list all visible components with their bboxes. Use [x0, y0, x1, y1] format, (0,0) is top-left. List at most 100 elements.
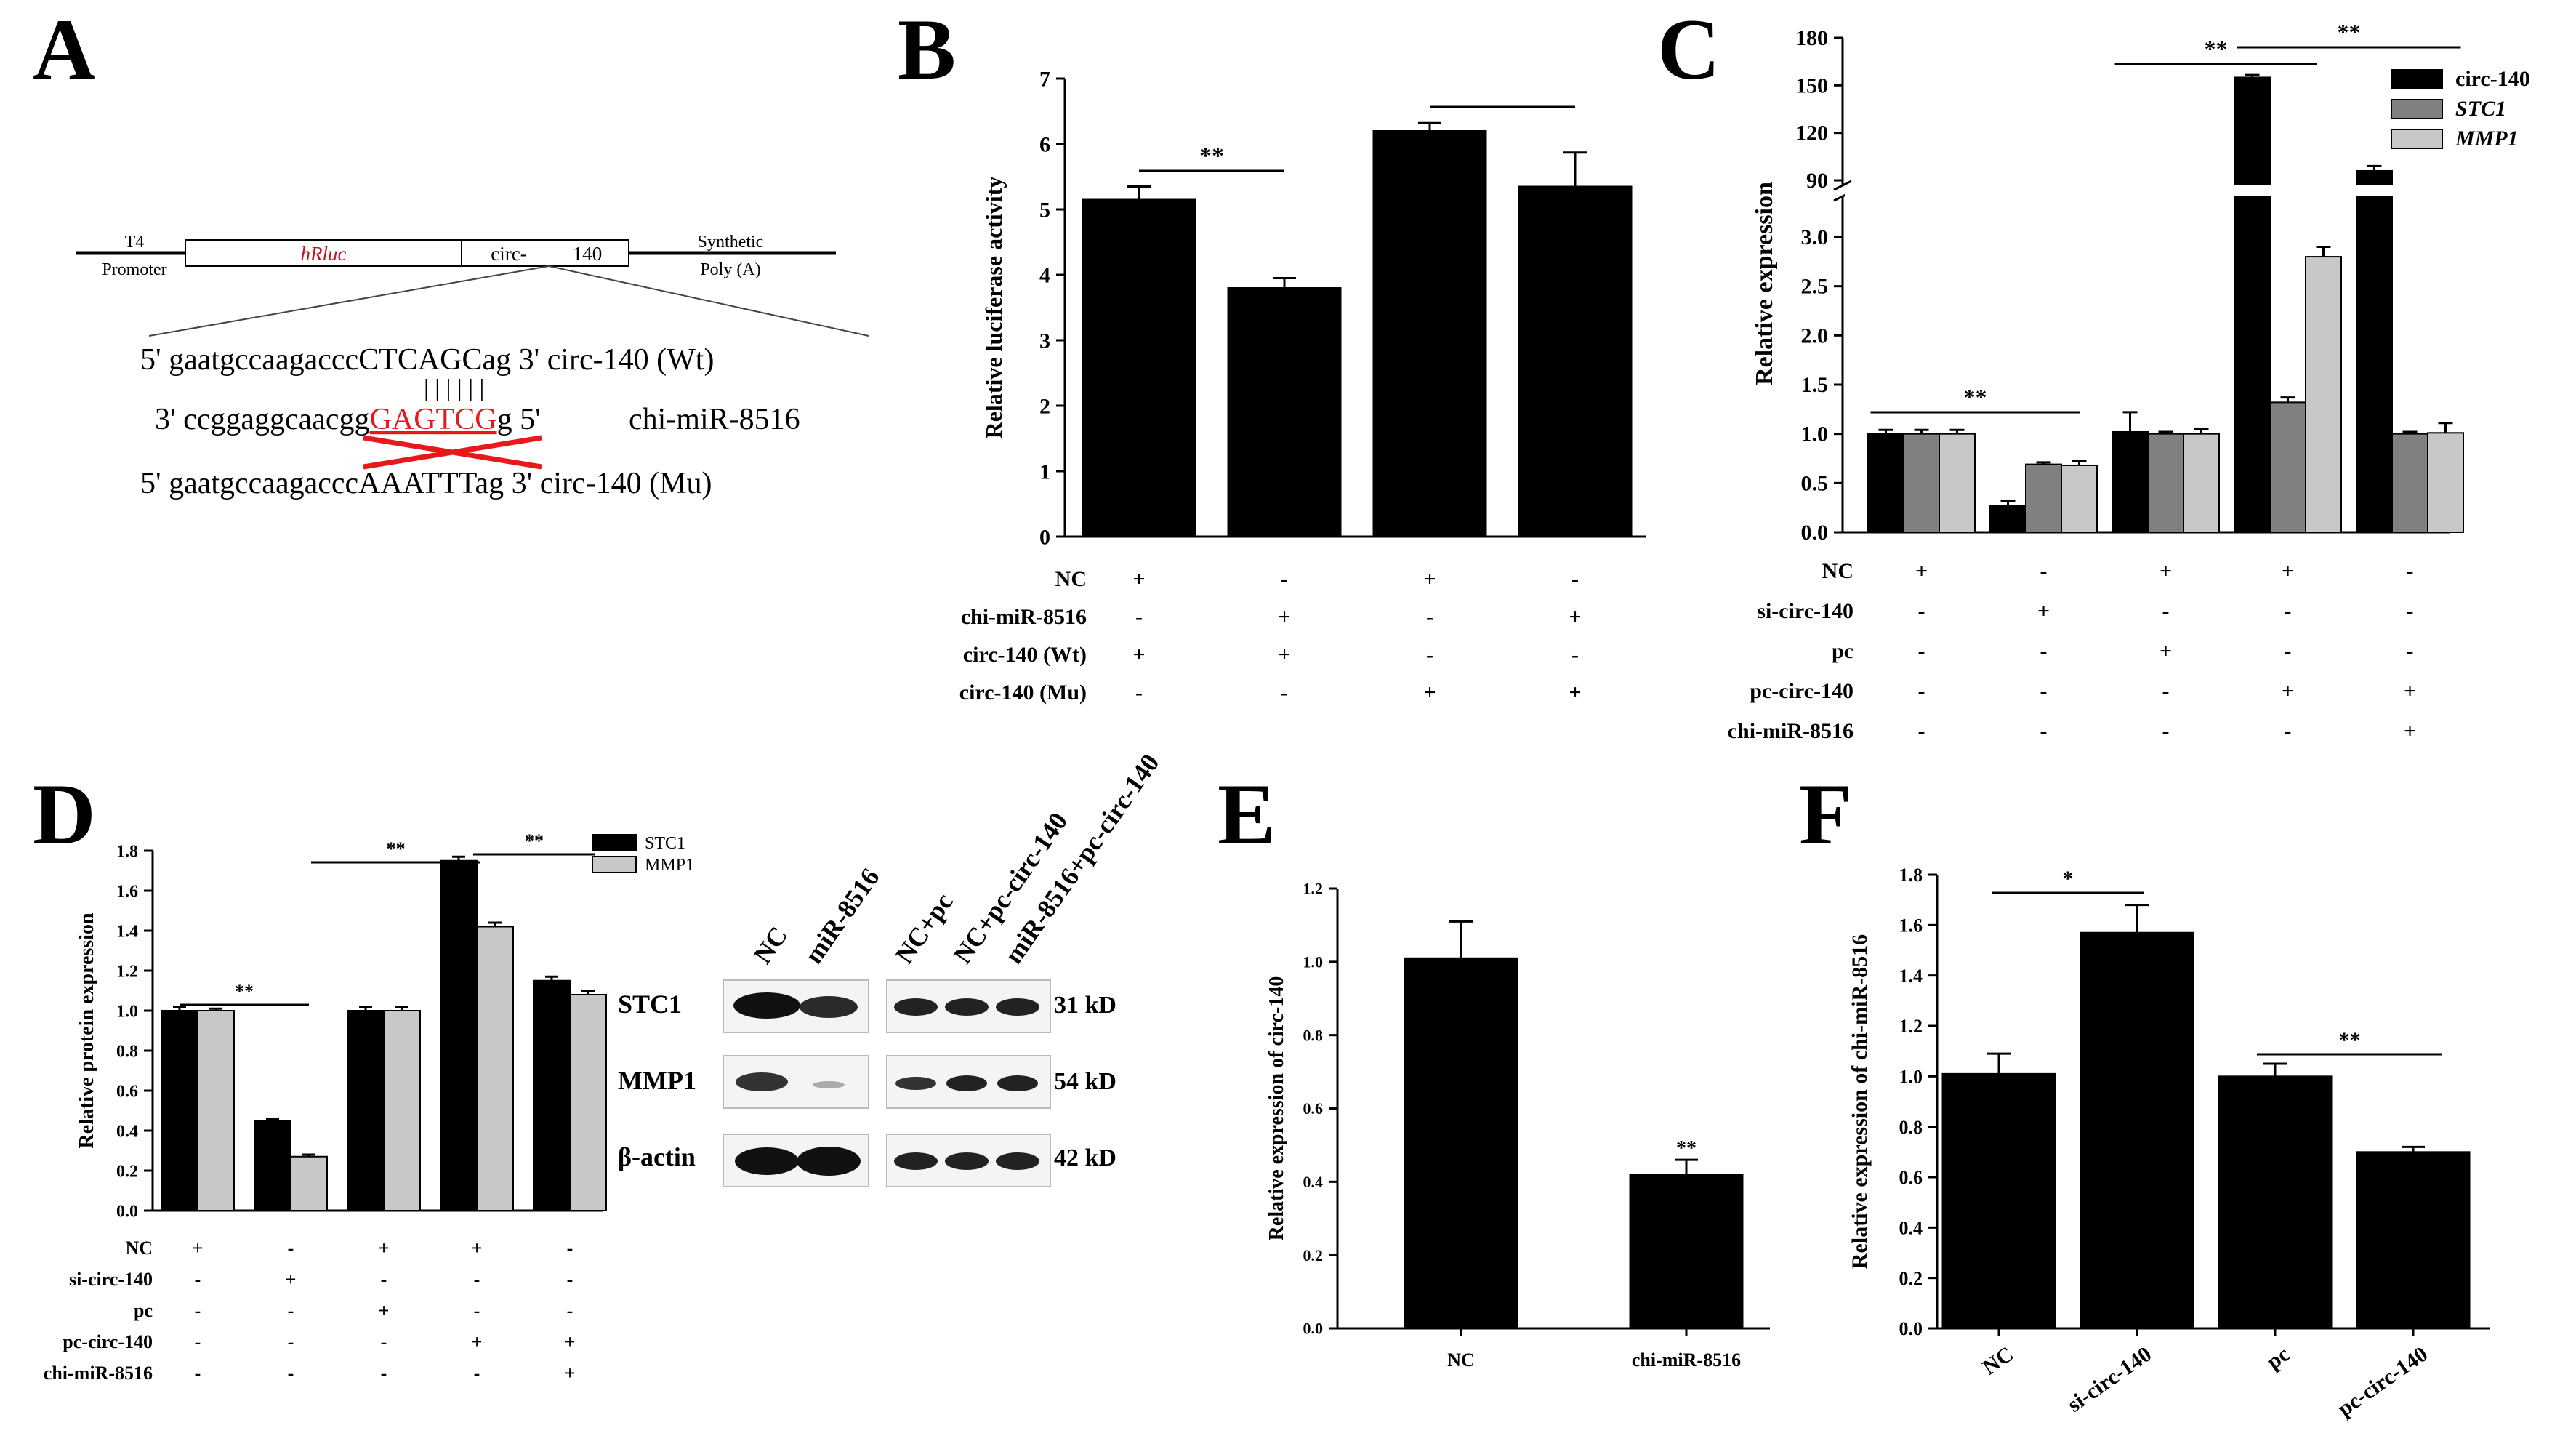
blot-band	[735, 1147, 799, 1175]
condition-mark: +	[193, 1238, 204, 1259]
condition-row-label: si-circ-140	[69, 1269, 153, 1290]
x-tick-label: NC	[1979, 1342, 2018, 1380]
y-tick-label: 0.6	[1899, 1167, 1923, 1188]
blot-protein-stc1: STC1	[618, 990, 682, 1019]
condition-mark: +	[1569, 681, 1581, 705]
hrluc-label: hRluc	[301, 243, 347, 265]
blot-lane-label-nc: NC	[748, 921, 794, 969]
sequence-mir-prefix: 3' ccggaggcaacgg	[155, 403, 370, 436]
western-blot: NC miR-8516 NC+pc NC+pc-circ-140 miR-851…	[618, 749, 1165, 1187]
panel-letter-d: D	[33, 766, 96, 862]
condition-mark: -	[2407, 639, 2414, 663]
y-tick-label: 1.0	[1801, 422, 1829, 446]
condition-mark: -	[1426, 605, 1433, 629]
bar-circ-140	[2356, 169, 2393, 534]
y-tick-label: 0.0	[1303, 1320, 1324, 1338]
bar-circ-140	[2112, 430, 2149, 534]
condition-mark: -	[1571, 567, 1579, 591]
panel-letter-c: C	[1657, 1, 1720, 97]
condition-mark: +	[286, 1269, 297, 1290]
y-tick-label: 180	[1795, 26, 1828, 50]
sequence-wt: 5' gaatgccaagacccCTCAGCag 3' circ-140 (W…	[140, 343, 714, 377]
significance-label: **	[2205, 36, 2228, 62]
y-tick-label: 0.4	[1303, 1173, 1324, 1191]
blot-band	[945, 998, 989, 1016]
promoter-label-1: T4	[125, 233, 145, 252]
x-tick-label: pc	[2263, 1342, 2295, 1374]
y-tick-label: 0.8	[1303, 1026, 1324, 1044]
condition-mark: +	[2404, 719, 2416, 743]
condition-mark: -	[2285, 639, 2292, 663]
blot-band	[894, 998, 938, 1016]
axis-break-mark	[1833, 180, 1852, 191]
significance-label: **	[525, 830, 544, 851]
legend-swatch	[2391, 129, 2443, 149]
blot-protein-actin: β-actin	[618, 1142, 696, 1171]
condition-mark: -	[381, 1331, 387, 1352]
y-tick-label: 5	[1039, 198, 1050, 222]
y-tick-label: 0.4	[1899, 1217, 1923, 1238]
y-tick-label: 1	[1039, 460, 1050, 484]
bar-mmp1	[2305, 256, 2342, 533]
condition-mark: -	[2407, 599, 2414, 623]
y-tick-label: 1.4	[116, 922, 138, 941]
condition-mark: +	[1423, 567, 1436, 591]
bar-stc1	[2025, 463, 2062, 533]
condition-mark: +	[472, 1238, 483, 1259]
condition-row-label: circ-140 (Wt)	[963, 643, 1087, 667]
blot-band	[895, 1077, 936, 1090]
condition-mark: -	[1918, 719, 1925, 743]
condition-mark: -	[2285, 599, 2292, 623]
chart-c: 0.0 0.5 1.0 1.5 2.0 2.5 3.0 90 120 150 180 Relative…	[1728, 19, 2530, 743]
condition-mark: +	[2404, 679, 2416, 703]
condition-mark: -	[1571, 643, 1579, 667]
condition-mark: -	[2040, 559, 2048, 583]
bar	[1941, 1072, 2056, 1330]
bar-mmp1	[383, 1010, 421, 1211]
y-tick-label: 0.0	[1899, 1318, 1923, 1339]
y-tick-label: 1.0	[1899, 1066, 1923, 1087]
condition-row-label: si-circ-140	[1757, 599, 1853, 623]
bar-stc1	[2147, 433, 2184, 534]
legend-swatch	[2391, 69, 2443, 89]
condition-mark: +	[1278, 605, 1290, 629]
bar	[1227, 287, 1342, 537]
significance-label: *	[2063, 867, 2074, 891]
blot-size-stc1: 31 kD	[1054, 992, 1116, 1019]
y-axis-label: Relative expression	[1751, 182, 1778, 385]
bar-mmp1	[2427, 432, 2464, 534]
y-tick-label: 120	[1795, 121, 1828, 145]
blot-band	[996, 998, 1039, 1016]
condition-mark: +	[1569, 605, 1581, 629]
bar	[1518, 185, 1633, 537]
bar	[1082, 198, 1196, 537]
axis-break-gap	[1845, 185, 2452, 196]
bar-stc1	[161, 1010, 198, 1211]
y-tick-label: 2.0	[1801, 324, 1829, 348]
condition-row-label: NC	[1055, 567, 1087, 591]
y-tick-label: 3	[1039, 329, 1050, 353]
legend-swatch	[592, 856, 637, 873]
sequence-mir: 3' ccggaggcaacggGAGTCGg 5'	[155, 403, 541, 436]
condition-mark: -	[474, 1300, 480, 1321]
condition-mark: -	[195, 1269, 201, 1290]
legend-swatch	[592, 834, 637, 851]
condition-mark: -	[2040, 719, 2048, 743]
blot-size-mmp1: 54 kD	[1054, 1068, 1116, 1095]
significance-label: **	[2338, 19, 2361, 45]
bar-stc1	[1903, 433, 1940, 534]
y-axis-label: Relative expression of chi-miR-8516	[1848, 934, 1872, 1269]
condition-mark: +	[565, 1363, 576, 1384]
blot-band	[946, 1075, 987, 1091]
condition-row-label: chi-miR-8516	[961, 605, 1087, 629]
chart-e: 0.0 0.2 0.4 0.6 0.8 1.0 1.2 Relative expression…	[1265, 880, 1770, 1371]
blot-band	[813, 1081, 845, 1088]
condition-mark: -	[1918, 679, 1925, 703]
y-tick-label: 0.0	[116, 1202, 138, 1221]
condition-mark: -	[1426, 643, 1433, 667]
circ-140-insert-box	[461, 239, 629, 267]
condition-row-label: pc-circ-140	[1750, 679, 1853, 703]
condition-row-label: NC	[1822, 559, 1853, 583]
bar-mmp1	[197, 1010, 235, 1211]
